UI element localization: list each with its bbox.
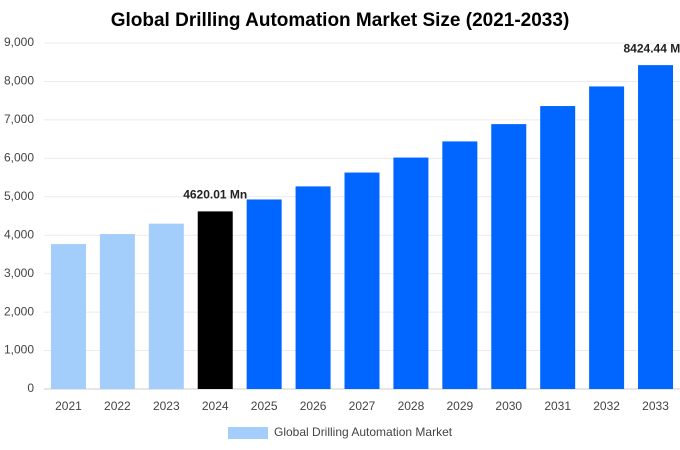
value-label: 4620.01 Mn (183, 188, 247, 202)
bar (491, 124, 527, 390)
y-tick-label: 0 (27, 381, 34, 395)
x-tick-label: 2022 (104, 399, 131, 413)
x-tick-label: 2024 (202, 399, 229, 413)
value-label: 8424.44 Mn (624, 41, 680, 55)
x-tick-label: 2028 (398, 399, 425, 413)
bar (246, 199, 282, 389)
x-tick-label: 2032 (593, 399, 620, 413)
x-tick-label: 2031 (544, 399, 571, 413)
bar (344, 172, 380, 389)
y-tick-label: 3,000 (4, 266, 34, 280)
x-tick-label: 2026 (300, 399, 327, 413)
y-tick-label: 1,000 (4, 343, 34, 357)
x-tick-label: 2025 (251, 399, 278, 413)
legend-label: Global Drilling Automation Market (274, 425, 453, 439)
bar (540, 106, 576, 389)
bar (50, 244, 86, 389)
bar (589, 86, 625, 389)
x-tick-label: 2029 (446, 399, 473, 413)
y-tick-label: 2,000 (4, 304, 34, 318)
y-tick-label: 7,000 (4, 112, 34, 126)
x-tick-label: 2033 (642, 399, 669, 413)
bar (393, 157, 429, 389)
bar (638, 65, 674, 390)
x-tick-label: 2027 (349, 399, 376, 413)
y-tick-label: 6,000 (4, 151, 34, 165)
bar (295, 186, 331, 389)
bar (148, 223, 184, 389)
x-tick-label: 2023 (153, 399, 180, 413)
legend-swatch (228, 427, 268, 439)
y-tick-label: 4,000 (4, 227, 34, 241)
bar (197, 211, 233, 389)
bar (442, 141, 478, 389)
x-tick-label: 2030 (495, 399, 522, 413)
y-tick-label: 8,000 (4, 74, 34, 88)
y-tick-label: 5,000 (4, 189, 34, 203)
y-tick-label: 9,000 (4, 35, 34, 49)
x-tick-label: 2021 (55, 399, 82, 413)
chart-title: Global Drilling Automation Market Size (… (111, 10, 570, 31)
bar (99, 234, 135, 389)
